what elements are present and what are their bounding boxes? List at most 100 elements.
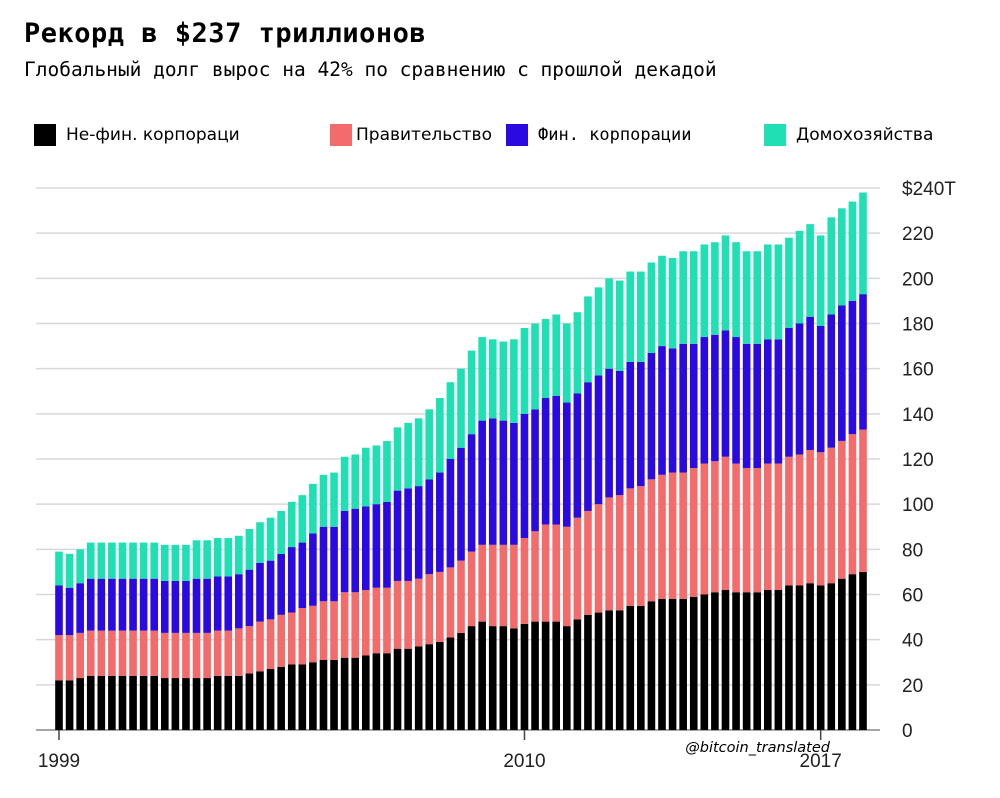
bar-segment-nonfin [108,675,116,730]
bar-segment-gov [192,632,201,679]
bar-segment-households [319,474,328,527]
bar-segment-nonfin [467,626,476,730]
bar-segment-nonfin [859,571,867,730]
legend-swatch-fin [506,124,528,146]
bar-segment-households [65,553,74,588]
bar-segment-nonfin [372,653,381,730]
bar-segment-nonfin [150,675,159,730]
bar-segment-households [213,538,222,577]
bar-segment-households [637,271,645,362]
bar-segment-nonfin [594,612,603,730]
bar-segment-households [721,235,730,331]
bar-segment-households [351,454,360,509]
bar-segment-nonfin [679,599,687,730]
bar-segment-gov [816,452,825,586]
bar-segment-fin [552,395,561,525]
bar-segment-gov [266,619,275,670]
bar-segment-households [446,382,455,459]
bar-segment-nonfin [584,614,592,730]
bar-segment-nonfin [816,585,825,730]
bar-segment-fin [97,578,106,631]
bar-segment-nonfin [446,637,455,730]
bar-segment-households [182,544,190,581]
bar-segment-gov [160,632,169,679]
bar-segment-households [108,542,116,579]
bar-segment-nonfin [647,601,656,730]
bar-segment-nonfin [488,626,497,730]
bar-segment-households [171,544,180,581]
bar-segment-households [541,318,550,399]
bar-segment-fin [129,578,137,631]
bar-segment-fin [763,339,772,464]
x-tick-label: 1999 [38,751,80,772]
bar-segment-nonfin [97,675,106,730]
bar-segment-nonfin [742,592,751,730]
bar-segment-households [488,339,497,419]
bar-segment-gov [213,630,222,676]
bar-segment-nonfin [213,675,222,730]
bar-segment-households [668,258,677,349]
bar-segment-households [118,542,127,579]
bar-segment-households [139,542,148,579]
bar-segment-nonfin [425,644,434,730]
bar-segment-households [478,337,486,421]
bar-segment-nonfin [404,648,412,730]
bar-segment-households [129,542,137,579]
bar-segment-fin [436,472,444,572]
bar-segment-nonfin [827,583,836,730]
bar-segment-households [55,551,63,586]
bar-segment-nonfin [361,655,370,730]
bar-segment-nonfin [658,599,666,730]
bar-segment-fin [372,504,381,588]
bar-segment-nonfin [86,675,95,730]
bar-segment-nonfin [626,605,635,730]
y-tick-label: 140 [902,405,934,426]
bar-segment-gov [393,580,402,649]
bar-segment-nonfin [160,678,169,730]
x-tick-label: 2017 [800,751,842,772]
bar-segment-gov [785,456,793,586]
bar-segment-households [266,517,275,561]
bar-segment-gov [721,456,730,590]
bar-segment-nonfin [298,664,307,730]
bar-segment-gov [562,526,571,627]
bar-segment-households [573,312,582,394]
bar-segment-households [531,323,539,410]
bar-segment-gov [520,538,529,624]
bar-segment-gov [859,429,867,572]
bar-segment-fin [425,479,434,575]
bar-segment-fin [287,547,296,613]
bar-segment-gov [97,630,106,676]
bar-segment-gov [763,463,772,590]
bar-segment-gov [637,486,645,606]
bar-segment-households [224,538,233,577]
bar-segment-fin [742,343,751,469]
bar-segment-fin [277,553,285,615]
bar-segment-nonfin [192,678,201,730]
bar-segment-nonfin [266,669,275,730]
bar-segment-nonfin [393,648,402,730]
bar-segment-households [520,328,529,414]
bar-segment-households [404,422,412,489]
bar-segment-households [626,271,635,362]
bar-segment-households [76,549,84,584]
bar-segment-households [330,472,338,527]
bar-segment-nonfin [436,641,444,730]
bar-segment-nonfin [689,596,698,730]
bar-segment-fin [192,578,201,633]
bar-segment-fin [160,580,169,633]
bar-segment-nonfin [510,628,518,731]
bar-segment-gov [245,626,254,674]
y-tick-label: 0 [902,721,913,742]
bar-segment-households [838,208,846,306]
bar-segment-fin [55,585,63,636]
bar-segment-gov [605,497,613,611]
bar-segment-gov [573,517,582,620]
bar-segment-households [816,235,825,326]
bar-segment-nonfin [552,621,561,730]
y-tick-label: $240T [902,179,956,200]
bars [55,192,867,731]
bar-segment-nonfin [520,623,529,730]
bar-segment-households [425,409,434,480]
bar-segment-nonfin [531,621,539,730]
